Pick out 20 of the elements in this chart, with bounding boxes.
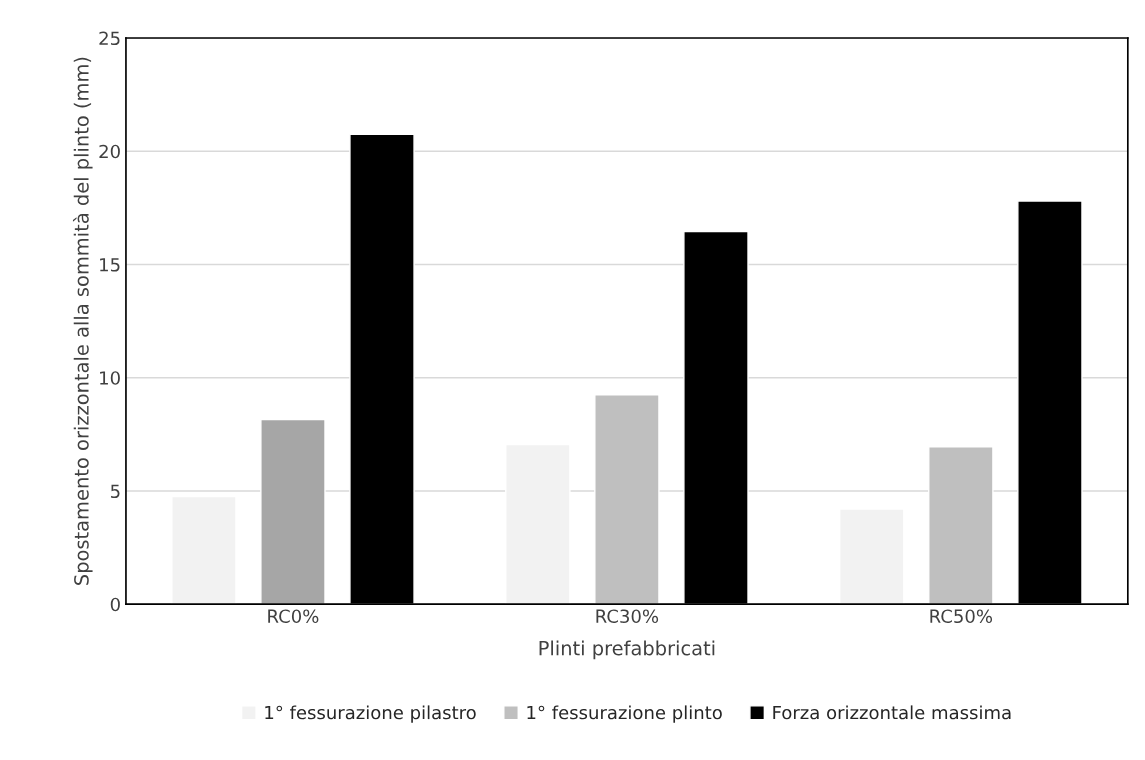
legend-label: Forza orizzontale massima bbox=[773, 705, 1011, 720]
y-axis-title: Spostamento orizzontale alla sommità del plinto (mm) bbox=[72, 57, 93, 585]
bar bbox=[594, 394, 660, 605]
bar bbox=[839, 508, 905, 605]
bar bbox=[505, 443, 571, 605]
legend-label: 1° fessurazione plinto bbox=[527, 705, 722, 723]
bar bbox=[928, 446, 994, 605]
legend-label: 1° fessurazione pilastro bbox=[265, 705, 476, 723]
y-tick-label: 10 bbox=[100, 371, 120, 385]
bar bbox=[171, 495, 237, 605]
y-tick-label: 20 bbox=[99, 144, 120, 159]
x-tick-label: RC0% bbox=[268, 609, 319, 624]
y-tick-label: 5 bbox=[110, 484, 120, 499]
y-tick-label: 25 bbox=[99, 31, 120, 46]
x-tick-label: RC50% bbox=[930, 609, 993, 624]
x-axis-title: Plinti prefabbricati bbox=[539, 640, 715, 660]
y-tick-label: 0 bbox=[110, 597, 120, 612]
bar bbox=[260, 418, 326, 605]
x-tick-label: RC30% bbox=[596, 609, 659, 624]
y-tick-label: 15 bbox=[100, 258, 120, 272]
